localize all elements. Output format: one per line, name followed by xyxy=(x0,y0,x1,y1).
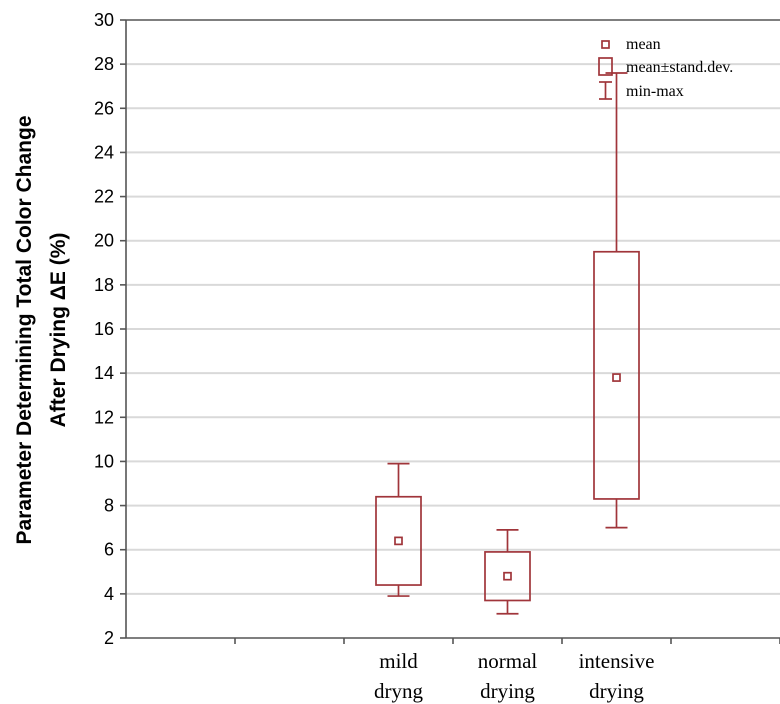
category-label-line1: mild xyxy=(379,649,418,673)
y-axis-title-2: After Drying ΔE (%) xyxy=(47,233,70,428)
legend-mean-icon xyxy=(601,40,610,49)
y-tick-label: 16 xyxy=(94,319,114,339)
y-axis-title-line2: After Drying ΔE (%) xyxy=(47,233,70,428)
legend-sd-box-icon xyxy=(598,57,613,76)
sd-box xyxy=(375,495,422,586)
y-tick-label: 8 xyxy=(104,496,114,516)
legend-sd-label: mean±stand.dev. xyxy=(626,59,733,76)
sd-box xyxy=(593,250,640,500)
category-label-line2: dryng xyxy=(374,679,423,703)
category-label-line1: normal xyxy=(478,649,538,673)
legend-minmax-label: min-max xyxy=(626,83,684,100)
box-series xyxy=(375,72,640,615)
sd-box xyxy=(484,551,531,602)
category-labels: mild dryng normal drying intensive drying xyxy=(374,649,654,703)
box-group xyxy=(375,462,422,597)
category-label-line1: intensive xyxy=(579,649,655,673)
legend-mean-label: mean xyxy=(626,36,661,53)
legend-minmax-whisker-icon xyxy=(599,81,612,100)
box-group xyxy=(484,528,531,615)
y-tick-label: 18 xyxy=(94,275,114,295)
y-tick-label: 14 xyxy=(94,363,114,383)
y-tick-label: 28 xyxy=(94,54,114,74)
y-tick-label: 30 xyxy=(94,10,114,30)
y-tick-label: 20 xyxy=(94,231,114,251)
y-axis-title: Parameter Determining Total Color Change xyxy=(13,115,36,544)
grid-lines xyxy=(126,63,780,595)
y-tick-label: 4 xyxy=(104,584,114,604)
x-ticks xyxy=(234,638,780,644)
y-tick-label: 10 xyxy=(94,451,114,471)
category-label-line2: drying xyxy=(480,679,535,703)
y-tick-label: 22 xyxy=(94,187,114,207)
category-label-line2: drying xyxy=(589,679,644,703)
y-tick-label: 24 xyxy=(94,142,114,162)
legend: mean mean±stand.dev. min-max xyxy=(598,36,733,100)
mean-marker xyxy=(612,373,621,382)
y-tick-label: 2 xyxy=(104,628,114,648)
mean-marker xyxy=(503,571,512,581)
y-axis-title-line1: Parameter Determining Total Color Change xyxy=(13,115,36,544)
y-tick-label: 6 xyxy=(104,540,114,560)
y-tick-label: 26 xyxy=(94,98,114,118)
box-group xyxy=(593,72,640,529)
mean-marker xyxy=(394,536,403,546)
y-tick-label: 12 xyxy=(94,407,114,427)
